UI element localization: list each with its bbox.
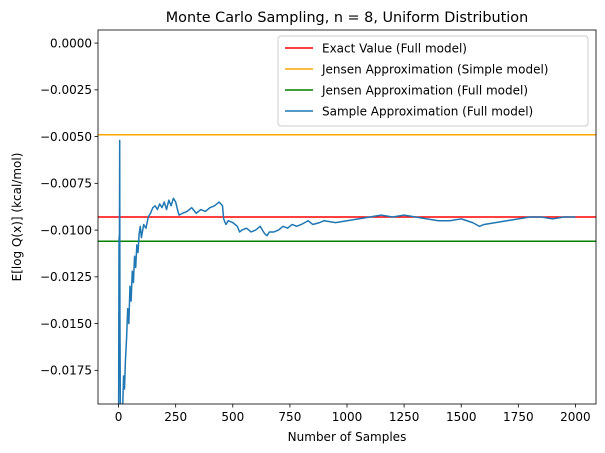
y-axis-label: E[log Q(x)] (kcal/mol) — [10, 153, 24, 282]
y-tick-label: 0.0000 — [50, 36, 92, 50]
legend-label-2: Jensen Approximation (Full model) — [321, 83, 528, 97]
y-tick-label: −0.0075 — [40, 177, 92, 191]
x-axis-label: Number of Samples — [288, 430, 407, 444]
y-tick-label: −0.0025 — [40, 83, 92, 97]
x-tick-label: 1250 — [389, 410, 420, 424]
x-tick-label: 750 — [278, 410, 301, 424]
x-tick-label: 1750 — [503, 410, 534, 424]
y-tick-label: −0.0100 — [40, 223, 92, 237]
y-axis: 0.0000 −0.0025 −0.0050 −0.0075 −0.0100 −0.012… — [40, 36, 98, 378]
legend-label-3: Sample Approximation (Full model) — [322, 104, 533, 118]
x-axis: 0 250 500 750 1000 1250 1500 1750 2000 — [115, 404, 591, 424]
x-tick-label: 1500 — [446, 410, 477, 424]
y-tick-label: −0.0150 — [40, 317, 92, 331]
x-tick-label: 250 — [164, 410, 187, 424]
legend: Exact Value (Full model) Jensen Approxima… — [277, 35, 589, 127]
x-tick-label: 0 — [115, 410, 123, 424]
y-tick-label: −0.0050 — [40, 130, 92, 144]
legend-label-1: Jensen Approximation (Simple model) — [321, 62, 548, 76]
y-tick-label: −0.0175 — [40, 364, 92, 378]
chart-title: Monte Carlo Sampling, n = 8, Uniform Dis… — [166, 10, 528, 26]
legend-label-0: Exact Value (Full model) — [322, 41, 467, 55]
y-tick-label: −0.0125 — [40, 270, 92, 284]
x-tick-label: 500 — [221, 410, 244, 424]
x-tick-label: 2000 — [560, 410, 591, 424]
legend-frame — [277, 35, 589, 127]
x-tick-label: 1000 — [332, 410, 363, 424]
series-line-0 — [117, 139, 576, 404]
